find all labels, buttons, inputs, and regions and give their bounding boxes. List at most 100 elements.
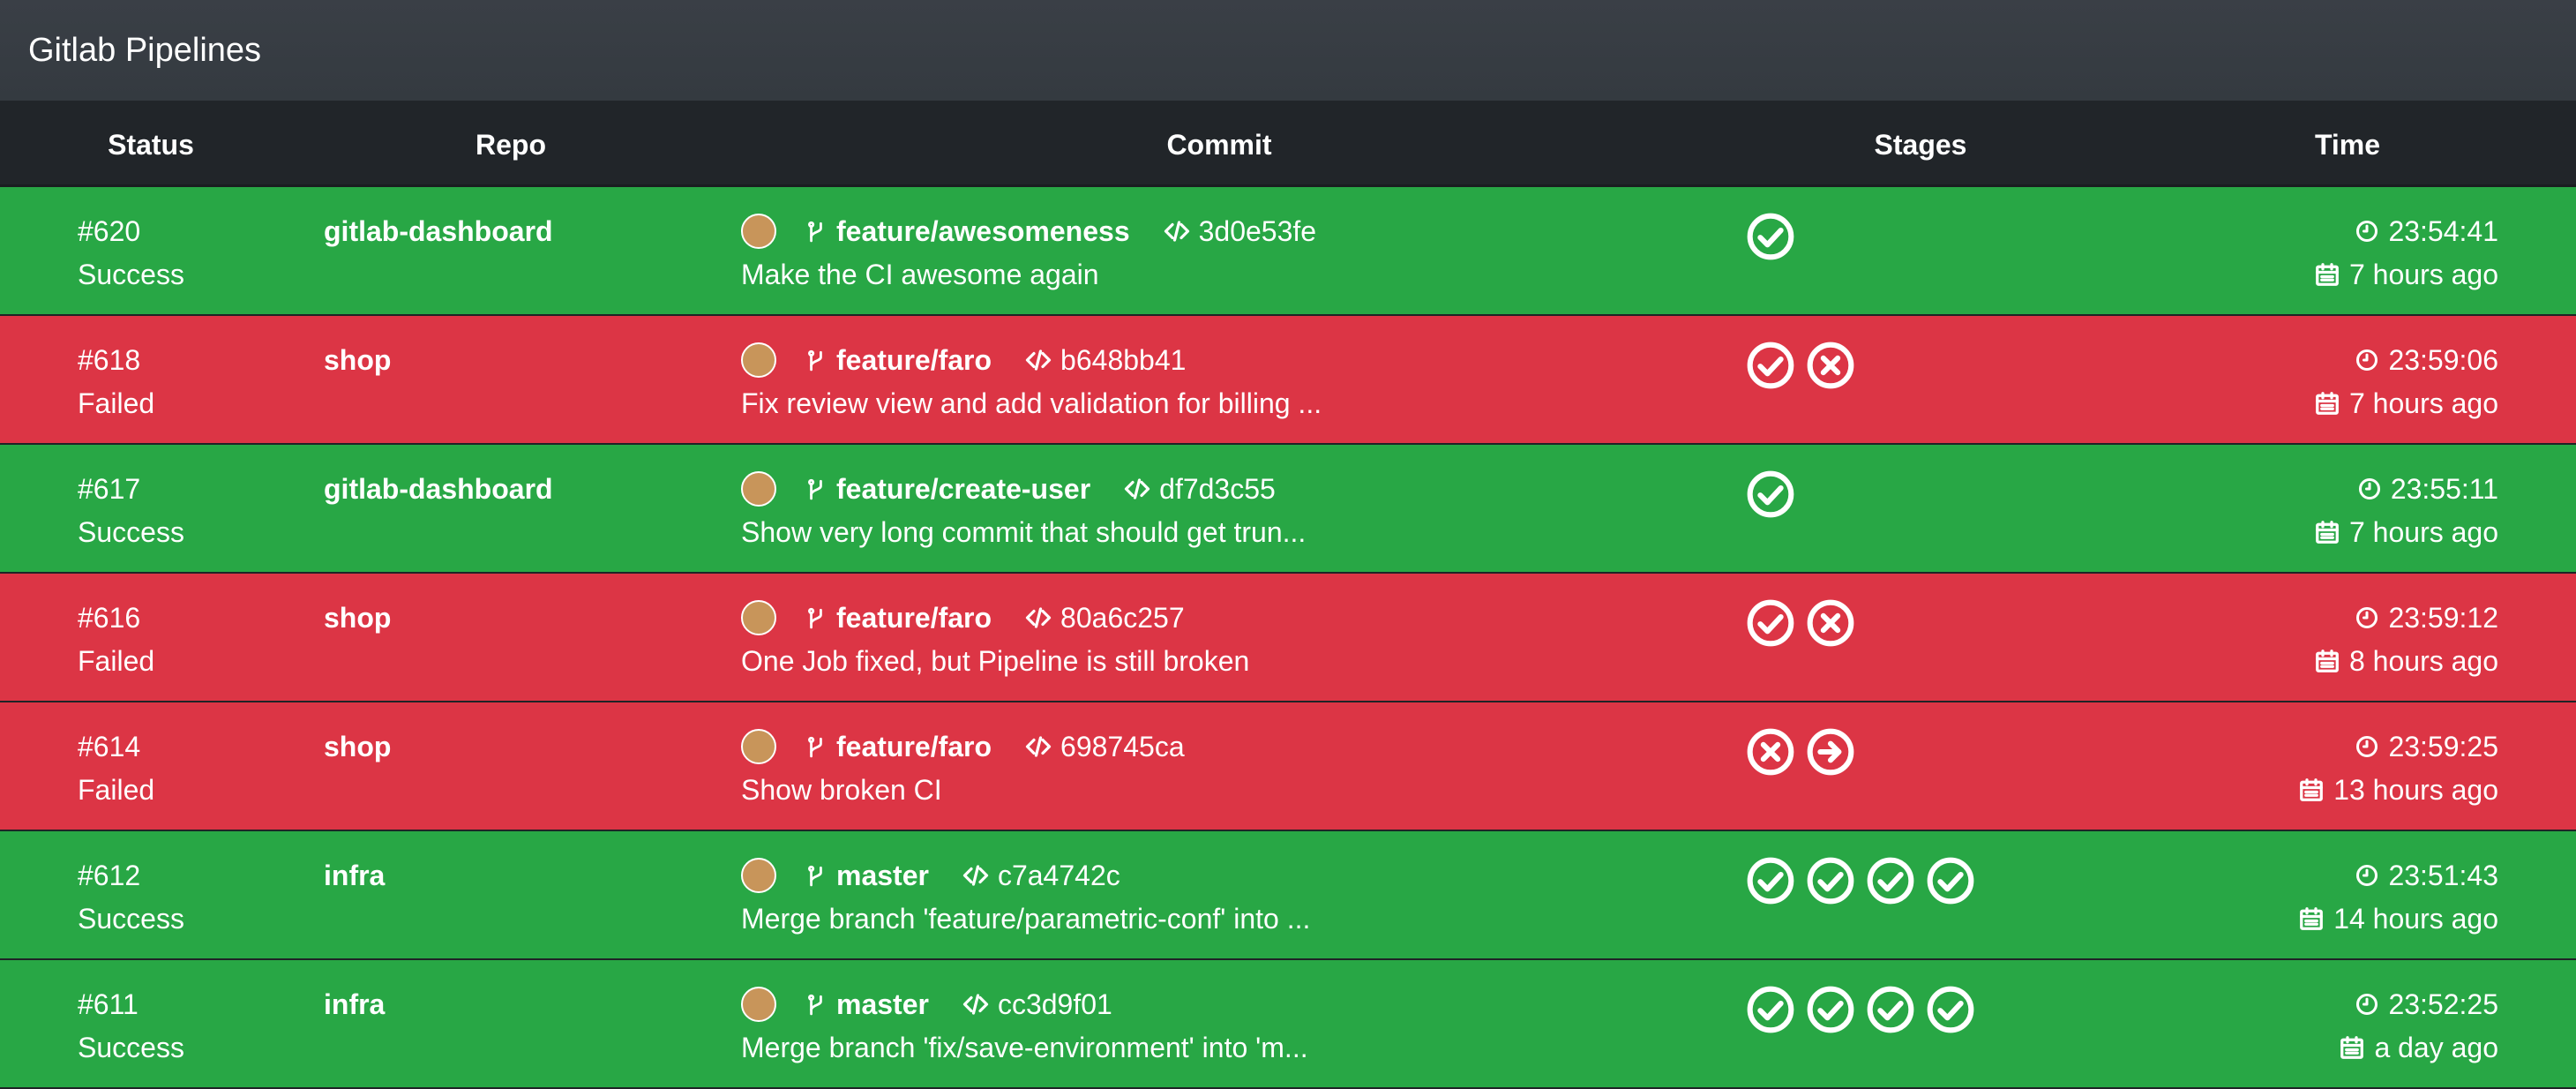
age-value: 7 hours ago	[2348, 259, 2498, 290]
pipeline-status: Success	[78, 1032, 184, 1063]
stage-success[interactable]	[1926, 985, 1975, 1034]
stage-success[interactable]	[1746, 598, 1795, 648]
commit-hash: b648bb41	[1060, 344, 1187, 376]
commit-info: feature/faro 80a6c257	[741, 600, 1185, 635]
stage-success[interactable]	[1746, 985, 1795, 1034]
stage-success[interactable]	[1866, 856, 1915, 905]
branch-icon	[805, 864, 827, 887]
commit-icon	[962, 991, 989, 1018]
table-header: Status Repo Commit Stages Time	[0, 101, 2576, 187]
commit-info: feature/faro 698745ca	[741, 729, 1185, 764]
repo-name: gitlab-dashboard	[324, 215, 553, 247]
pipeline-row[interactable]: #618 Failed shop feature/faro b648bb41 Fix re…	[0, 316, 2576, 445]
column-header[interactable]: Stages	[1874, 129, 1967, 161]
repo-name: shop	[324, 731, 392, 762]
calendar-icon	[2339, 1034, 2365, 1061]
stage-skipped[interactable]	[1806, 727, 1855, 777]
pipeline-status: Success	[78, 903, 184, 935]
column-header[interactable]: Commit	[1166, 129, 1272, 161]
pipeline-time: 23:52:25	[2355, 987, 2498, 1022]
avatar	[741, 471, 776, 507]
pipeline-id: #611	[78, 988, 139, 1020]
calendar-icon	[2314, 648, 2340, 674]
pipeline-id: #612	[78, 860, 141, 891]
stage-success[interactable]	[1866, 985, 1915, 1034]
avatar	[741, 342, 776, 378]
app-title[interactable]: Gitlab Pipelines	[28, 32, 262, 69]
pipeline-row[interactable]: #616 Failed shop feature/faro 80a6c257 One Jo…	[0, 574, 2576, 702]
commit-message: One Job fixed, but Pipeline is still bro…	[741, 645, 1250, 677]
stages	[1746, 341, 1855, 390]
commit-hash: df7d3c55	[1159, 473, 1276, 505]
pipeline-age: 14 hours ago	[2298, 901, 2498, 936]
clock-icon	[2355, 605, 2379, 630]
pipeline-age: 7 hours ago	[2314, 386, 2498, 421]
age-value: a day ago	[2374, 1032, 2498, 1063]
commit-icon	[1124, 476, 1150, 502]
pipeline-time: 23:51:43	[2355, 858, 2498, 893]
commit-message: Show very long commit that should get tr…	[741, 516, 1307, 548]
repo-name: gitlab-dashboard	[324, 473, 553, 505]
stage-failed[interactable]	[1806, 341, 1855, 390]
pipeline-id: #614	[78, 731, 141, 762]
commit-icon	[1164, 218, 1190, 244]
navbar: Gitlab Pipelines	[0, 0, 2576, 101]
clock-icon	[2355, 863, 2379, 888]
calendar-icon	[2298, 905, 2325, 932]
commit-info: feature/awesomeness 3d0e53fe	[741, 214, 1316, 249]
pipeline-id: #616	[78, 602, 141, 634]
stage-failed[interactable]	[1746, 727, 1795, 777]
commit-info: feature/faro b648bb41	[741, 342, 1186, 378]
pipeline-time: 23:59:25	[2355, 729, 2498, 764]
clock-icon	[2357, 477, 2382, 501]
branch-name: master	[836, 988, 929, 1020]
calendar-icon	[2298, 777, 2325, 803]
repo-name: shop	[324, 602, 392, 634]
age-value: 7 hours ago	[2348, 516, 2498, 548]
stage-success[interactable]	[1806, 985, 1855, 1034]
branch-icon	[805, 735, 827, 758]
pipeline-row[interactable]: #617 Success gitlab-dashboard feature/creat…	[0, 445, 2576, 574]
avatar	[741, 987, 776, 1022]
stage-success[interactable]	[1746, 856, 1795, 905]
pipeline-row[interactable]: #614 Failed shop feature/faro 698745ca Show b…	[0, 702, 2576, 831]
pipeline-age: 7 hours ago	[2314, 514, 2498, 550]
commit-info: master c7a4742c	[741, 858, 1120, 893]
stage-success[interactable]	[1746, 341, 1795, 390]
calendar-icon	[2314, 261, 2340, 288]
pipeline-status: Failed	[78, 774, 155, 806]
pipeline-time: 23:59:12	[2355, 600, 2498, 635]
stage-success[interactable]	[1806, 856, 1855, 905]
column-header[interactable]: Repo	[476, 129, 546, 161]
pipeline-row[interactable]: #620 Success gitlab-dashboard feature/aweso…	[0, 187, 2576, 316]
commit-hash: cc3d9f01	[997, 988, 1112, 1020]
pipeline-status: Success	[78, 516, 184, 548]
time-value: 23:52:25	[2388, 988, 2498, 1020]
time-value: 23:54:41	[2388, 215, 2498, 247]
stage-success[interactable]	[1746, 212, 1795, 261]
commit-icon	[1025, 347, 1052, 373]
time-value: 23:59:12	[2388, 602, 2498, 634]
stage-success[interactable]	[1926, 856, 1975, 905]
column-header[interactable]: Status	[108, 129, 194, 161]
stage-success[interactable]	[1746, 469, 1795, 519]
pipeline-row[interactable]: #612 Success infra master c7a4742c Merge bran…	[0, 831, 2576, 960]
repo-name: infra	[324, 860, 386, 891]
commit-message: Make the CI awesome again	[741, 259, 1099, 290]
branch-name: master	[836, 860, 929, 891]
stages	[1746, 727, 1855, 777]
age-value: 8 hours ago	[2348, 645, 2498, 677]
branch-icon	[805, 220, 827, 243]
stage-failed[interactable]	[1806, 598, 1855, 648]
calendar-icon	[2314, 390, 2340, 417]
commit-icon	[962, 862, 989, 889]
pipeline-age: a day ago	[2339, 1030, 2498, 1065]
pipeline-age: 13 hours ago	[2298, 772, 2498, 807]
pipeline-row[interactable]: #611 Success infra master cc3d9f01 Merge bran…	[0, 960, 2576, 1089]
avatar	[741, 858, 776, 893]
stages	[1746, 212, 1795, 261]
branch-name: feature/awesomeness	[836, 215, 1130, 247]
commit-message: Show broken CI	[741, 774, 942, 806]
time-value: 23:51:43	[2388, 860, 2498, 891]
column-header[interactable]: Time	[2314, 129, 2381, 161]
